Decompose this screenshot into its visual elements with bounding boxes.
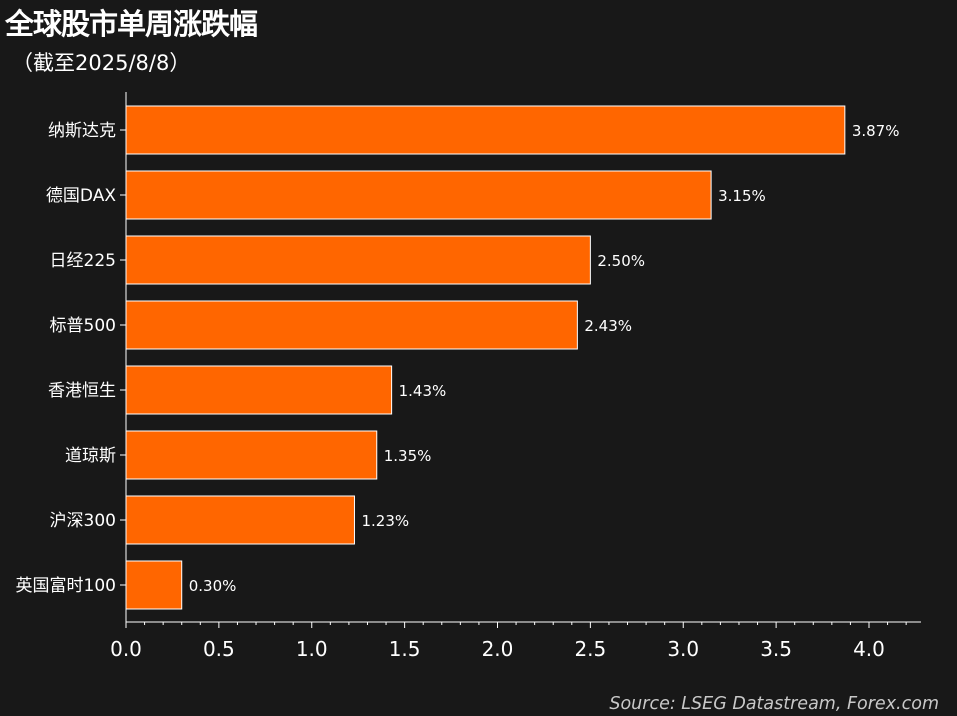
bar — [125, 560, 183, 610]
y-tick-label: 英国富时100 — [16, 576, 116, 596]
chart-subtitle: （截至2025/8/8） — [12, 51, 191, 75]
bar-value-label: 1.23% — [361, 512, 409, 530]
y-tick-label: 标普500 — [50, 316, 116, 336]
y-tick-label: 香港恒生 — [48, 381, 116, 401]
bar — [125, 235, 591, 285]
x-tick-label: 1.0 — [296, 637, 328, 661]
bar-value-label: 3.15% — [718, 187, 766, 205]
bar-value-label: 2.43% — [584, 317, 632, 335]
y-tick-label: 道琼斯 — [65, 446, 116, 466]
bar-value-label: 3.87% — [852, 122, 900, 140]
bar-value-label: 2.50% — [597, 252, 645, 270]
y-tick-label: 德国DAX — [46, 186, 116, 206]
x-tick-label: 3.0 — [667, 637, 699, 661]
chart-title: 全球股市单周涨跌幅 — [5, 7, 258, 41]
bar-value-label: 0.30% — [189, 577, 237, 595]
x-tick-label: 4.0 — [853, 637, 885, 661]
bar — [125, 105, 846, 155]
bar — [125, 430, 378, 480]
bar — [125, 365, 393, 415]
bar-value-label: 1.43% — [399, 382, 447, 400]
bar — [125, 495, 355, 545]
bar — [125, 300, 578, 350]
x-tick-label: 2.0 — [482, 637, 514, 661]
source-note: Source: LSEG Datastream, Forex.com — [609, 694, 939, 714]
bar — [125, 170, 712, 220]
bars-layer: 3.87% 3.15% 2.50% 2.43% 1.43% 1.35% 1.23% 0.30% — [125, 105, 900, 610]
y-tick-label: 沪深300 — [50, 511, 116, 531]
x-tick-label: 3.5 — [760, 637, 792, 661]
x-tick-label: 0.0 — [110, 637, 142, 661]
bar-value-label: 1.35% — [384, 447, 432, 465]
y-tick-label: 纳斯达克 — [48, 121, 116, 141]
x-tick-label: 1.5 — [389, 637, 421, 661]
y-tick-label: 日经225 — [50, 251, 116, 271]
x-tick-label: 2.5 — [574, 637, 606, 661]
x-tick-label: 0.5 — [203, 637, 235, 661]
